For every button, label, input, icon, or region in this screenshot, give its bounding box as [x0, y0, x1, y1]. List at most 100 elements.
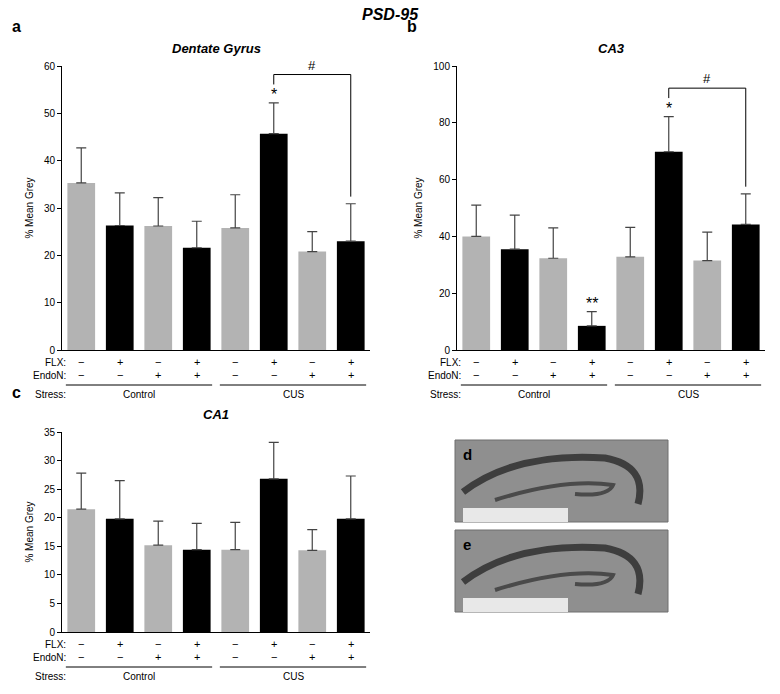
- svg-text:−: −: [627, 369, 633, 381]
- svg-text:25: 25: [44, 484, 56, 495]
- svg-text:+: +: [194, 651, 200, 663]
- svg-text:EndoN:: EndoN:: [33, 652, 66, 663]
- svg-text:+: +: [155, 651, 161, 663]
- svg-text:Control: Control: [123, 389, 155, 400]
- svg-text:−: −: [704, 356, 710, 368]
- svg-text:80: 80: [439, 117, 451, 128]
- svg-text:% Mean Grey: % Mean Grey: [24, 177, 35, 238]
- svg-text:−: −: [232, 651, 238, 663]
- svg-text:d: d: [463, 446, 472, 463]
- svg-text:+: +: [348, 369, 354, 381]
- svg-text:CA3: CA3: [598, 41, 625, 56]
- svg-text:−: −: [666, 369, 672, 381]
- svg-text:35: 35: [44, 427, 56, 438]
- svg-text:c: c: [12, 384, 21, 401]
- svg-text:+: +: [194, 369, 200, 381]
- svg-text:−: −: [155, 638, 161, 650]
- svg-text:100: 100: [433, 61, 450, 72]
- svg-text:+: +: [743, 356, 749, 368]
- svg-text:a: a: [12, 18, 21, 35]
- svg-text:30: 30: [44, 455, 56, 466]
- svg-text:+: +: [743, 369, 749, 381]
- svg-text:Dentate Gyrus: Dentate Gyrus: [172, 41, 261, 56]
- svg-text:20: 20: [44, 512, 56, 523]
- svg-text:+: +: [348, 638, 354, 650]
- svg-text:20: 20: [439, 288, 451, 299]
- svg-text:30: 30: [44, 203, 56, 214]
- svg-text:−: −: [232, 369, 238, 381]
- svg-text:FLX:: FLX:: [45, 357, 66, 368]
- svg-text:+: +: [117, 638, 123, 650]
- svg-text:−: −: [78, 369, 84, 381]
- svg-text:5: 5: [49, 598, 55, 609]
- svg-text:+: +: [550, 369, 556, 381]
- svg-text:+: +: [194, 638, 200, 650]
- svg-text:−: −: [473, 369, 479, 381]
- svg-text:EndoN:: EndoN:: [428, 370, 461, 381]
- svg-text:CUS: CUS: [283, 389, 304, 400]
- svg-text:−: −: [271, 369, 277, 381]
- svg-text:−: −: [271, 651, 277, 663]
- svg-text:−: −: [232, 638, 238, 650]
- svg-text:+: +: [309, 651, 315, 663]
- svg-text:Stress:: Stress:: [35, 389, 66, 400]
- svg-text:**: **: [586, 295, 598, 312]
- svg-text:0: 0: [49, 627, 55, 638]
- svg-text:Stress:: Stress:: [430, 389, 461, 400]
- svg-text:CUS: CUS: [678, 389, 699, 400]
- svg-text:b: b: [407, 18, 417, 35]
- svg-text:60: 60: [44, 61, 56, 72]
- svg-text:CA1: CA1: [203, 407, 229, 422]
- svg-text:e: e: [463, 536, 471, 553]
- svg-text:Control: Control: [518, 389, 550, 400]
- svg-text:−: −: [78, 651, 84, 663]
- svg-text:+: +: [512, 356, 518, 368]
- svg-text:#: #: [308, 58, 316, 73]
- svg-text:PSD-95: PSD-95: [362, 6, 419, 23]
- svg-text:20: 20: [44, 250, 56, 261]
- svg-text:Control: Control: [123, 671, 155, 682]
- svg-text:+: +: [309, 369, 315, 381]
- svg-text:+: +: [194, 356, 200, 368]
- svg-text:% Mean Grey: % Mean Grey: [24, 501, 35, 562]
- svg-text:+: +: [155, 369, 161, 381]
- svg-text:−: −: [512, 369, 518, 381]
- svg-text:+: +: [117, 356, 123, 368]
- svg-text:50: 50: [44, 108, 56, 119]
- svg-text:+: +: [589, 356, 595, 368]
- svg-text:+: +: [348, 356, 354, 368]
- svg-text:−: −: [232, 356, 238, 368]
- svg-text:+: +: [348, 651, 354, 663]
- svg-text:10: 10: [44, 297, 56, 308]
- svg-text:+: +: [271, 638, 277, 650]
- svg-text:−: −: [78, 638, 84, 650]
- svg-text:−: −: [309, 356, 315, 368]
- svg-text:0: 0: [49, 345, 55, 356]
- svg-text:FLX:: FLX:: [440, 357, 461, 368]
- svg-text:% Mean Grey: % Mean Grey: [413, 177, 424, 238]
- svg-text:60: 60: [439, 174, 451, 185]
- svg-text:Stress:: Stress:: [35, 671, 66, 682]
- svg-text:+: +: [704, 369, 710, 381]
- svg-text:#: #: [703, 71, 711, 86]
- svg-text:−: −: [550, 356, 556, 368]
- svg-text:EndoN:: EndoN:: [33, 370, 66, 381]
- svg-text:−: −: [78, 356, 84, 368]
- svg-text:−: −: [117, 651, 123, 663]
- svg-text:40: 40: [439, 231, 451, 242]
- svg-text:+: +: [666, 356, 672, 368]
- svg-text:40: 40: [44, 155, 56, 166]
- svg-text:*: *: [666, 100, 672, 117]
- svg-text:0: 0: [444, 345, 450, 356]
- svg-text:−: −: [627, 356, 633, 368]
- svg-text:CUS: CUS: [283, 671, 304, 682]
- svg-text:+: +: [271, 356, 277, 368]
- svg-text:−: −: [309, 638, 315, 650]
- svg-text:−: −: [117, 369, 123, 381]
- svg-text:10: 10: [44, 569, 56, 580]
- svg-text:*: *: [271, 86, 277, 103]
- svg-text:FLX:: FLX:: [45, 639, 66, 650]
- svg-text:15: 15: [44, 541, 56, 552]
- svg-text:−: −: [155, 356, 161, 368]
- svg-text:−: −: [473, 356, 479, 368]
